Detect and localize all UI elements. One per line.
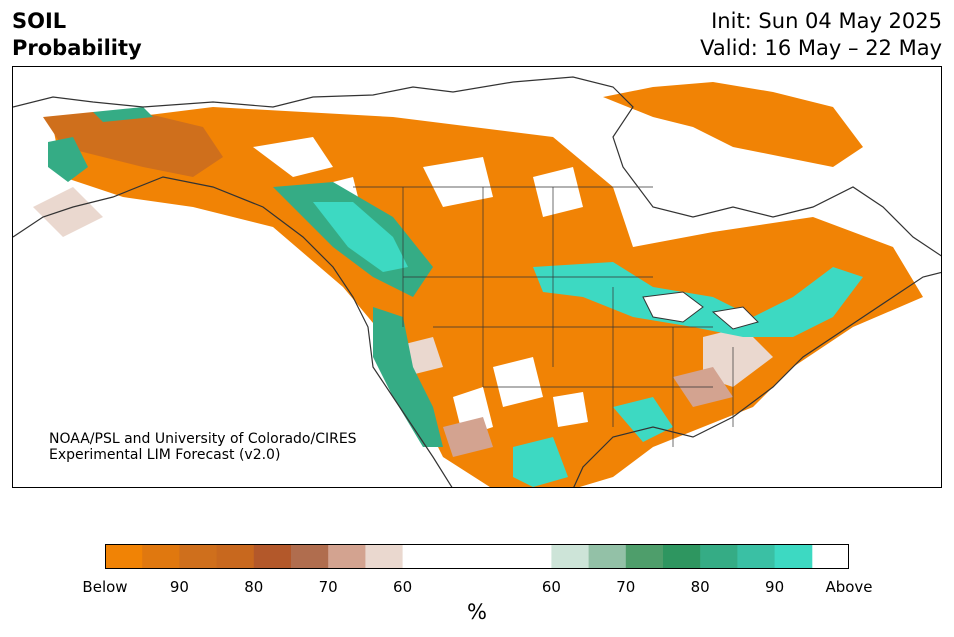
colorbar-tick-label: 90 — [765, 578, 785, 596]
colorbar-swatch — [737, 544, 776, 569]
colorbar-border — [105, 544, 849, 569]
region-above-pacific-nw-core — [313, 202, 408, 272]
colorbar-swatch — [291, 544, 329, 569]
colorbar-tick-label: Above — [825, 578, 873, 596]
coastline-west — [13, 176, 453, 487]
colorbar — [105, 544, 849, 569]
colorbar-swatch — [328, 544, 366, 569]
credit-line-2: Experimental LIM Forecast (v2.0) — [49, 447, 281, 463]
colorbar-swatch — [774, 544, 813, 569]
colorbar-swatch — [625, 544, 664, 569]
colorbar-swatch — [253, 544, 292, 569]
colorbar-swatch — [179, 544, 218, 569]
region-below-alaska — [43, 112, 223, 177]
credit-line-1: NOAA/PSL and University of Colorado/CIRE… — [49, 431, 357, 447]
region-below-northeast — [603, 82, 863, 167]
colorbar-swatch — [663, 544, 701, 569]
colorbar-swatch — [105, 544, 143, 569]
colorbar-tick-label: 90 — [169, 578, 189, 596]
region-above-southwest — [373, 307, 443, 447]
valid-range: Valid: 16 May – 22 May — [700, 36, 942, 60]
colorbar-tick-label: Below — [82, 578, 128, 596]
colorbar-tick-label: 60 — [393, 578, 413, 596]
colorbar-swatch — [142, 544, 180, 569]
state-borders — [353, 186, 734, 447]
colorbar-unit: % — [467, 600, 487, 624]
region-above-texas — [513, 397, 673, 487]
subtitle-label: Probability — [12, 36, 142, 60]
map-title: SOIL Probability — [12, 8, 142, 62]
colorbar-tick-label: 70 — [616, 578, 636, 596]
colorbar-canvas — [105, 544, 849, 569]
region-weak-below — [443, 367, 733, 457]
colorbar-tick-label: 80 — [244, 578, 264, 596]
colorbar-swatch — [365, 544, 404, 569]
colorbar-swatch — [402, 544, 552, 569]
colorbar-tick-label: 60 — [541, 578, 561, 596]
date-info: Init: Sun 04 May 2025 Valid: 16 May – 22… — [700, 8, 942, 62]
great-lakes — [642, 291, 759, 330]
colorbar-swatch — [588, 544, 627, 569]
colorbar-swatch — [551, 544, 590, 569]
credit-text: NOAA/PSL and University of Colorado/CIRE… — [49, 431, 357, 463]
region-normal-2 — [453, 177, 733, 437]
colorbar-tick-label: 70 — [318, 578, 338, 596]
forecast-map — [12, 66, 942, 488]
colorbar-swatch — [700, 544, 738, 569]
map-canvas — [13, 76, 941, 487]
region-above-midwest — [533, 262, 863, 337]
colorbar-tick-label: 80 — [690, 578, 710, 596]
region-above-alaska — [48, 107, 153, 182]
init-date: Init: Sun 04 May 2025 — [711, 9, 942, 33]
coastline — [13, 76, 941, 257]
coastline-gulf — [573, 271, 941, 487]
colorbar-swatch — [216, 544, 255, 569]
variable-label: SOIL — [12, 9, 67, 33]
